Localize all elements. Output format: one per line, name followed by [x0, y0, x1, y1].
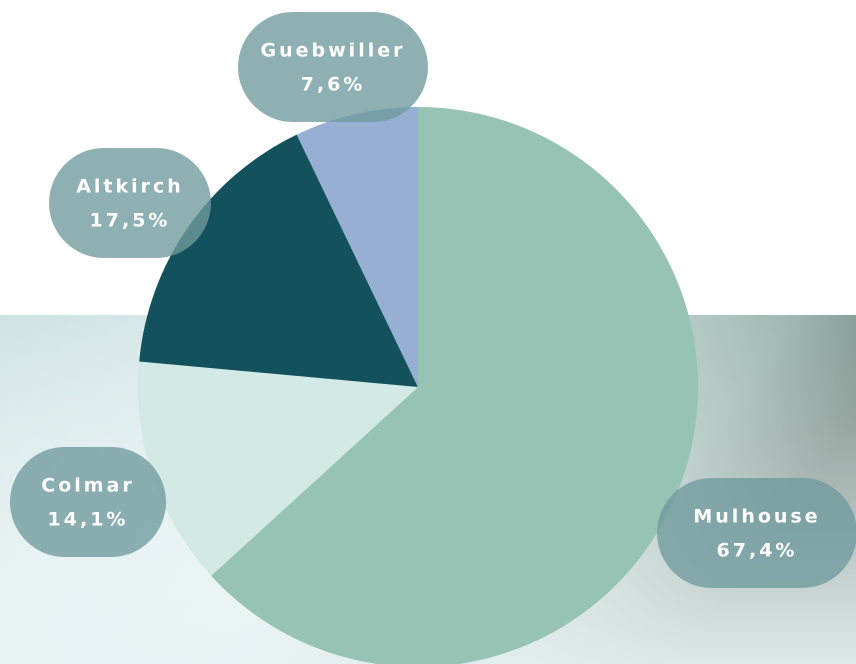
bubble-bg: [49, 148, 211, 258]
category-label: Mulhouse: [693, 506, 820, 528]
value-label: 7,6%: [301, 74, 366, 96]
bubble-bg: [657, 478, 856, 588]
label-bubble: Altkirch 17,5%: [49, 148, 211, 258]
label-bubble: Guebwiller 7,6%: [238, 12, 428, 122]
bubble-bg: [10, 447, 166, 557]
value-label: 17,5%: [90, 210, 171, 232]
bubble-bg: [238, 12, 428, 122]
value-label: 67,4%: [717, 540, 798, 562]
page: {"chart_data": {"type": "pie", "categori…: [0, 0, 856, 664]
chart: Mulhouse 67,4% Colmar 14,1% Altkirch 17,5% Gue…: [0, 0, 856, 664]
value-label: 14,1%: [48, 509, 129, 531]
category-label: Altkirch: [76, 176, 184, 198]
pie: [138, 107, 698, 664]
label-bubble: Colmar 14,1%: [10, 447, 166, 557]
label-bubble: Mulhouse 67,4%: [657, 478, 856, 588]
category-label: Guebwiller: [261, 40, 406, 62]
category-label: Colmar: [41, 475, 135, 497]
